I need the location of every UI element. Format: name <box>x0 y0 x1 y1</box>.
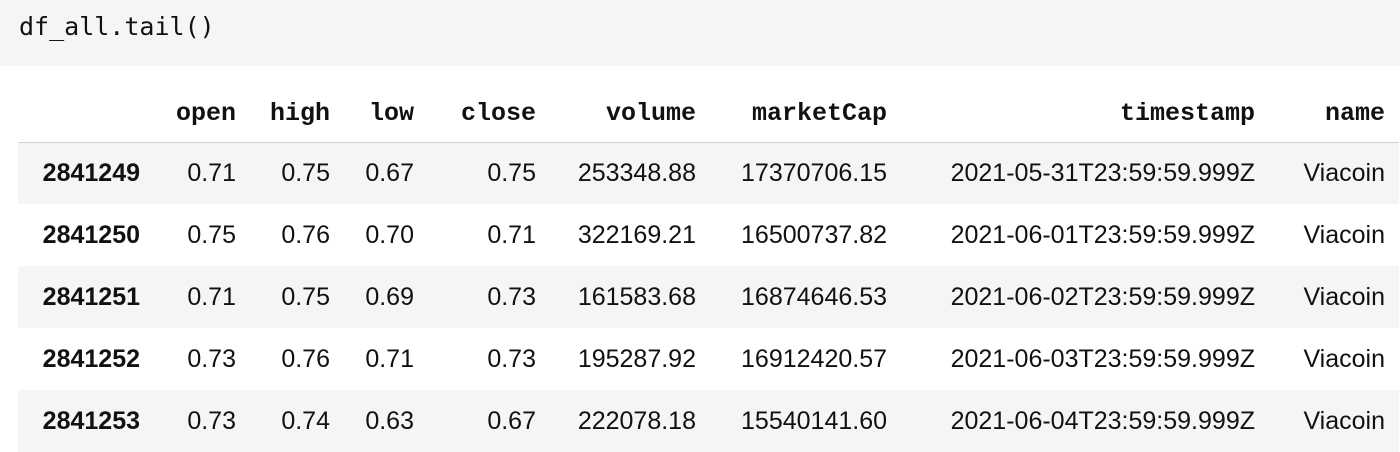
column-header-high: high <box>250 86 344 143</box>
row-index: 2841252 <box>42 344 140 373</box>
cell-timestamp: 2021-06-02T23:59:59.999Z <box>950 282 1255 311</box>
cell-close: 0.71 <box>487 220 536 249</box>
index-header <box>18 86 154 143</box>
cell-name: Viacoin <box>1303 406 1385 435</box>
code-cell-source[interactable]: df_all.tail() <box>19 12 215 41</box>
table-row: 2841249 0.71 0.75 0.67 0.75 253348.88 17… <box>18 142 1399 204</box>
column-header-timestamp: timestamp <box>901 86 1269 143</box>
column-header-low: low <box>344 86 428 143</box>
cell-high: 0.76 <box>281 220 330 249</box>
table-row: 2841252 0.73 0.76 0.71 0.73 195287.92 16… <box>18 328 1399 390</box>
cell-open: 0.73 <box>187 406 236 435</box>
cell-timestamp: 2021-06-03T23:59:59.999Z <box>950 344 1255 373</box>
cell-marketcap: 16500737.82 <box>741 220 887 249</box>
table-row: 2841250 0.75 0.76 0.70 0.71 322169.21 16… <box>18 204 1399 266</box>
cell-volume: 253348.88 <box>577 158 696 187</box>
cell-marketcap: 16912420.57 <box>741 344 887 373</box>
cell-low: 0.71 <box>365 344 414 373</box>
cell-high: 0.75 <box>281 158 330 187</box>
dataframe-table: open high low close volume marketCap tim… <box>18 86 1399 452</box>
cell-volume: 222078.18 <box>577 406 696 435</box>
cell-low: 0.69 <box>365 282 414 311</box>
cell-high: 0.74 <box>281 406 330 435</box>
cell-marketcap: 16874646.53 <box>741 282 887 311</box>
cell-marketcap: 15540141.60 <box>741 406 887 435</box>
cell-low: 0.67 <box>365 158 414 187</box>
code-cell[interactable]: df_all.tail() <box>0 0 1400 66</box>
cell-name: Viacoin <box>1303 220 1385 249</box>
cell-close: 0.75 <box>487 158 536 187</box>
cell-volume: 161583.68 <box>577 282 696 311</box>
cell-open: 0.71 <box>187 158 236 187</box>
column-header-name: name <box>1269 86 1399 143</box>
cell-open: 0.71 <box>187 282 236 311</box>
cell-name: Viacoin <box>1303 344 1385 373</box>
column-header-close: close <box>428 86 550 143</box>
column-header-marketcap: marketCap <box>710 86 901 143</box>
cell-high: 0.76 <box>281 344 330 373</box>
cell-open: 0.73 <box>187 344 236 373</box>
cell-marketcap: 17370706.15 <box>741 158 887 187</box>
cell-output: open high low close volume marketCap tim… <box>0 66 1400 452</box>
cell-volume: 195287.92 <box>577 344 696 373</box>
cell-close: 0.67 <box>487 406 536 435</box>
table-row: 2841253 0.73 0.74 0.63 0.67 222078.18 15… <box>18 390 1399 452</box>
table-row: 2841251 0.71 0.75 0.69 0.73 161583.68 16… <box>18 266 1399 328</box>
cell-volume: 322169.21 <box>577 220 696 249</box>
row-index: 2841250 <box>42 220 140 249</box>
cell-low: 0.70 <box>365 220 414 249</box>
cell-timestamp: 2021-06-04T23:59:59.999Z <box>950 406 1255 435</box>
cell-open: 0.75 <box>187 220 236 249</box>
column-header-open: open <box>154 86 250 143</box>
column-header-volume: volume <box>550 86 710 143</box>
row-index: 2841249 <box>42 158 140 187</box>
cell-name: Viacoin <box>1303 282 1385 311</box>
cell-name: Viacoin <box>1303 158 1385 187</box>
row-index: 2841253 <box>42 406 140 435</box>
cell-low: 0.63 <box>365 406 414 435</box>
cell-high: 0.75 <box>281 282 330 311</box>
cell-close: 0.73 <box>487 282 536 311</box>
cell-close: 0.73 <box>487 344 536 373</box>
row-index: 2841251 <box>42 282 140 311</box>
cell-timestamp: 2021-06-01T23:59:59.999Z <box>950 220 1255 249</box>
cell-timestamp: 2021-05-31T23:59:59.999Z <box>950 158 1255 187</box>
header-row: open high low close volume marketCap tim… <box>18 86 1399 143</box>
